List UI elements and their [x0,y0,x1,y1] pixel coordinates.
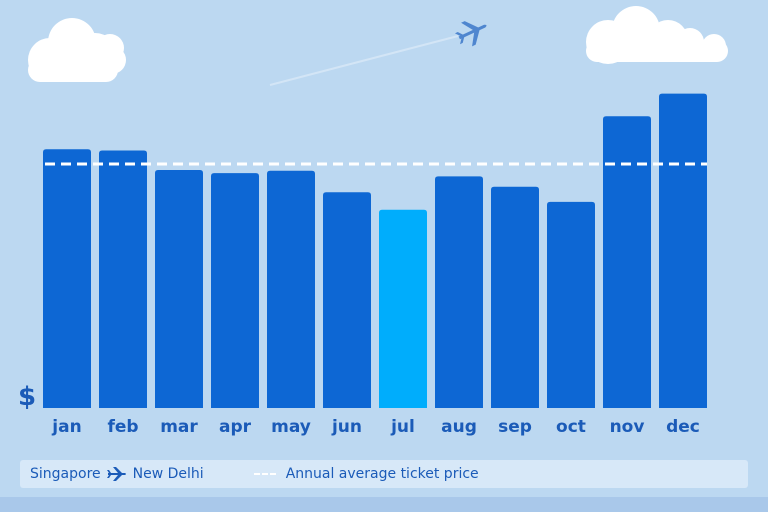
x-tick-label: jul [390,417,415,437]
bar-sep [491,186,539,408]
x-tick-label: oct [556,417,586,437]
bar-may [267,170,315,408]
legend-route: Singapore New Delhi [30,466,204,482]
x-tick-label: feb [107,417,138,437]
legend: Singapore New Delhi Annual average ticke… [20,460,748,488]
legend-origin: Singapore [30,466,101,482]
x-tick-label: dec [666,417,700,437]
bottom-strip [0,497,768,512]
x-tick-label: nov [610,417,645,437]
contrail [269,35,459,86]
x-tick-label: aug [441,417,477,437]
airplane-icon [454,21,487,47]
bar-jul [379,209,427,408]
x-tick-label: sep [498,417,532,437]
bar-aug [435,176,483,408]
bar-mar [155,169,203,408]
cloud-left-icon [28,18,126,82]
x-tick-labels: jan feb mar apr may jun jul aug sep oct nov dec [51,417,700,437]
legend-destination: New Delhi [132,466,204,482]
x-tick-label: jan [51,417,81,437]
bar-jan [43,149,91,409]
bars [43,93,707,409]
x-tick-label: mar [160,417,198,437]
bar-jun [323,192,371,408]
legend-average-swatch [253,473,276,475]
bar-feb [99,150,147,408]
bar-dec [659,93,707,408]
x-tick-label: may [271,417,311,437]
bar-apr [211,173,259,408]
legend-average: Annual average ticket price [253,466,479,482]
currency-symbol: $ [18,382,36,412]
airplane-icon [106,467,126,481]
cloud-right-icon [586,6,728,64]
bar-oct [547,201,595,408]
x-tick-label: jun [331,417,362,437]
bar-nov [603,116,651,409]
legend-average-label: Annual average ticket price [285,466,479,482]
x-tick-label: apr [219,417,252,437]
